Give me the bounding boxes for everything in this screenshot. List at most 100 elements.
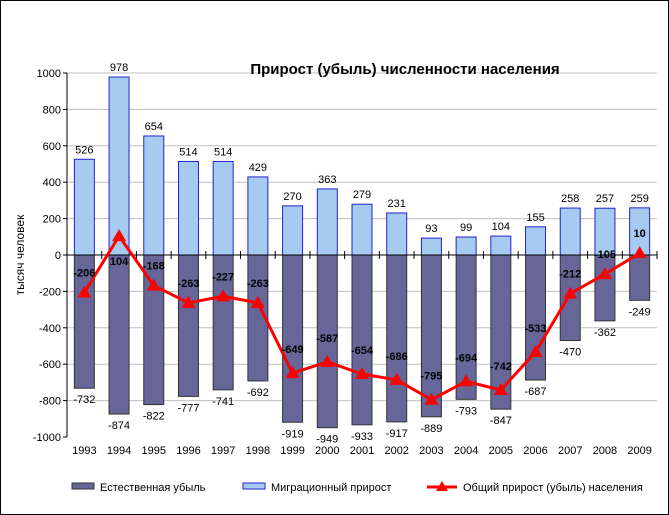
data-label-natural: -362: [594, 327, 616, 339]
bar-migration-2008: [594, 207, 616, 256]
data-label-total: -686: [386, 351, 408, 363]
marker-total-2007: [563, 286, 578, 299]
data-label-natural: -793: [455, 405, 477, 417]
data-label-migration: 526: [75, 144, 93, 156]
x-tick-label: 2009: [627, 445, 651, 457]
marker-total-2002: [389, 372, 404, 385]
x-tick-label: 2004: [454, 445, 478, 457]
marker-total-2005: [493, 383, 508, 396]
data-label-total: -742: [490, 361, 512, 373]
x-tick-label: 2006: [523, 445, 547, 457]
data-label-natural: -249: [629, 306, 651, 318]
bar-natural-1994: [108, 254, 130, 415]
bar-migration-1997: [212, 160, 234, 256]
marker-total-1995: [146, 278, 161, 291]
marker-total-1997: [216, 289, 231, 302]
bar-migration-1995: [143, 135, 165, 256]
y-tick-label: 200: [43, 214, 61, 226]
x-tick-label: 2001: [350, 445, 374, 457]
x-tick-label: 2007: [558, 445, 582, 457]
data-label-natural: -949: [316, 434, 338, 446]
data-label-natural: -919: [282, 428, 304, 440]
data-label-migration: 99: [460, 222, 472, 234]
legend-swatch-migration: [242, 482, 266, 490]
bar-migration-2002: [386, 212, 408, 256]
x-tick-label: 2002: [384, 445, 408, 457]
data-label-natural: -889: [420, 423, 442, 435]
marker-total-2003: [424, 392, 439, 405]
data-label-total: -227: [212, 271, 234, 283]
data-label-total: -263: [177, 278, 199, 290]
x-tick-label: 1998: [246, 445, 270, 457]
y-tick-label: 1000: [37, 68, 61, 80]
x-tick-label: 2005: [489, 445, 513, 457]
x-tick-label: 1997: [211, 445, 235, 457]
x-tick-label: 2000: [315, 445, 339, 457]
legend-marker-total: [436, 481, 448, 491]
marker-total-2000: [320, 354, 335, 367]
x-tick-label: 1996: [176, 445, 200, 457]
bar-migration-1999: [282, 205, 304, 256]
marker-total-2008: [597, 267, 612, 280]
data-label-natural: -692: [247, 387, 269, 399]
data-label-total: -694: [455, 352, 478, 364]
y-tick-label: -200: [39, 286, 61, 298]
data-label-migration: 258: [561, 193, 579, 205]
data-label-natural: -822: [143, 411, 165, 423]
bar-migration-2004: [455, 236, 477, 256]
chart-title: Прирост (убыль) численности населения: [250, 61, 559, 78]
data-label-total: -206: [73, 267, 95, 279]
bar-migration-1994: [108, 76, 130, 256]
marker-total-2006: [528, 345, 543, 358]
bar-migration-2007: [559, 207, 581, 256]
data-label-natural: -687: [525, 386, 547, 398]
data-label-total: -168: [143, 261, 165, 273]
data-label-total: -649: [282, 344, 304, 356]
bar-migration-2006: [525, 226, 547, 256]
bar-migration-1993: [73, 158, 95, 256]
bar-migration-1996: [177, 160, 199, 256]
bar-natural-2002: [386, 254, 408, 423]
y-tick-label: 800: [43, 104, 61, 116]
data-label-natural: -470: [559, 347, 581, 359]
data-label-natural: -874: [108, 420, 130, 432]
bar-migration-2003: [420, 237, 442, 256]
bar-migration-2005: [490, 235, 512, 256]
data-label-natural: -741: [212, 396, 234, 408]
data-label-migration: 259: [630, 193, 648, 205]
data-label-total: -795: [420, 371, 442, 383]
y-tick-label: -400: [39, 323, 61, 335]
data-label-total: -587: [316, 333, 338, 345]
bar-natural-1996: [177, 254, 199, 397]
data-label-migration: 104: [492, 221, 510, 233]
x-tick-label: 1993: [72, 445, 96, 457]
data-label-migration: 279: [353, 189, 371, 201]
bar-natural-2001: [351, 254, 373, 426]
y-axis-label: тысяч человек: [13, 214, 27, 295]
data-label-migration: 514: [214, 146, 232, 158]
data-label-migration: 155: [526, 212, 544, 224]
marker-total-2009: [632, 246, 647, 259]
x-tick-label: 1994: [107, 445, 131, 457]
data-label-migration: 514: [179, 146, 197, 158]
data-label-migration: 270: [283, 191, 301, 203]
data-label-natural: -732: [73, 394, 95, 406]
bar-migration-2001: [351, 203, 373, 256]
y-tick-label: -1000: [33, 432, 61, 444]
marker-total-1993: [77, 285, 92, 298]
data-label-natural: -933: [351, 431, 373, 443]
bar-natural-2009: [629, 254, 651, 301]
bar-natural-2008: [594, 254, 616, 322]
marker-total-2001: [355, 367, 369, 380]
data-label-natural: -777: [177, 402, 199, 414]
data-label-total: 10: [634, 228, 646, 240]
data-label-total: -654: [351, 345, 374, 357]
data-label-migration: 654: [145, 121, 163, 133]
marker-total-1998: [250, 295, 265, 308]
y-tick-label: -800: [39, 396, 61, 408]
data-label-total: -105: [594, 249, 616, 261]
data-label-migration: 257: [596, 193, 614, 205]
y-tick-label: 0: [55, 250, 61, 262]
data-label-total: -533: [525, 323, 547, 335]
